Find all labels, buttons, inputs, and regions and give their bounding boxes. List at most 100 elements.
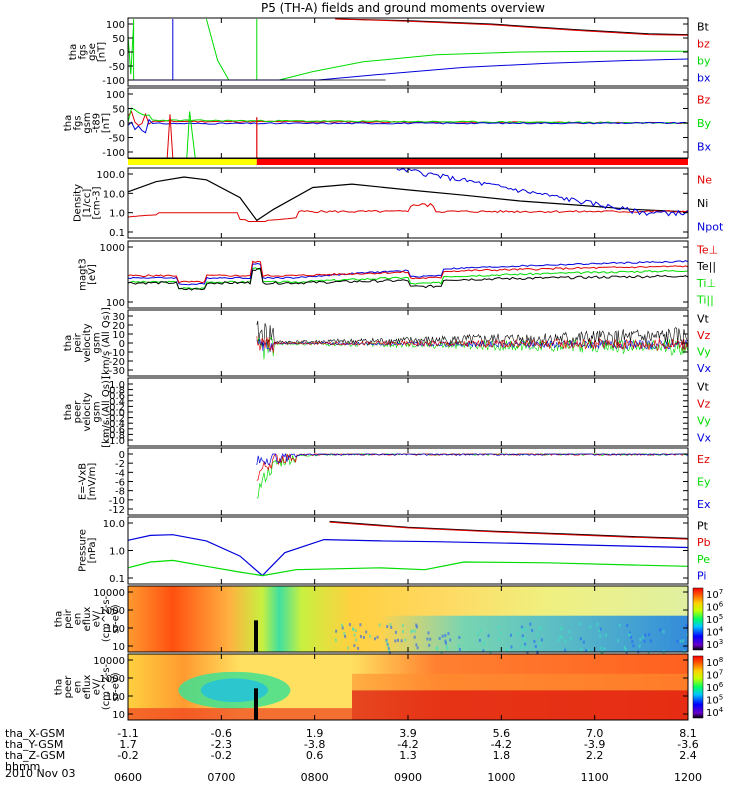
y-axis-label: [nT] (96, 42, 107, 62)
spectrogram-speck (643, 639, 646, 643)
y-tick-label: 100 (106, 298, 125, 309)
spectrogram-speck (353, 644, 356, 648)
spectrogram-speck (559, 635, 562, 639)
y-tick-label: -8 (115, 487, 125, 498)
colorbar-label: 104 (706, 706, 724, 719)
y-tick-label: 50 (112, 34, 125, 45)
y-axis-label: eflux (82, 607, 93, 632)
series-Bx (127, 118, 689, 134)
y-axis-label: peir (73, 332, 84, 352)
spectrogram-speck (521, 634, 524, 638)
series-Ti⊥ (127, 260, 689, 286)
spectrogram-speck (599, 634, 602, 638)
ephemeris-value: -3.8 (304, 738, 325, 751)
legend-Ey: Ey (697, 476, 711, 489)
figure-title: P5 (TH-A) fields and ground moments over… (261, 1, 545, 15)
spectrogram-speck (477, 632, 480, 636)
spectrogram-speck (413, 635, 416, 639)
spectrogram-speck (587, 648, 590, 652)
y-axis-label: peer (73, 400, 84, 424)
spectrogram-speck (600, 651, 603, 655)
spectrogram-speck (446, 647, 449, 651)
y-axis-label: tha (63, 404, 74, 420)
y-tick-label: 0.1 (109, 228, 125, 239)
spectrogram-speck (659, 628, 662, 632)
ephemeris-value: -4.2 (491, 738, 512, 751)
spectrogram-speck (396, 638, 399, 642)
panel-frame-temp (127, 240, 689, 309)
colorbar-label: 103 (706, 638, 723, 651)
spectrogram-speck (589, 625, 592, 629)
spectrogram-speck (401, 630, 404, 634)
ephemeris-value: 5.6 (493, 727, 511, 740)
series-Pe (127, 559, 689, 577)
legend-Vt: Vt (697, 312, 710, 325)
spectrogram-speck (676, 639, 679, 643)
series-Bz (166, 114, 174, 158)
legend-Vy: Vy (697, 345, 711, 358)
ephemeris-row-label: tha_Z-GSM (5, 749, 65, 762)
spectrogram-speck (626, 624, 629, 628)
ephemeris-value: -3.6 (677, 738, 698, 751)
y-axis-label: peer (63, 675, 74, 699)
y-axis-label: (cm^2-s- (101, 595, 112, 642)
y-axis-label: -t89 (92, 113, 103, 133)
spectrogram-speck (497, 625, 500, 629)
y-axis-label: sr-eV) (111, 604, 122, 633)
y-axis-label: gsm (92, 401, 103, 422)
ephemeris-value: 1.3 (399, 749, 417, 762)
spectrogram-band (352, 673, 688, 691)
spectrogram-speck (394, 630, 397, 634)
spectrogram-speck (644, 633, 647, 637)
y-axis-label: fgs (73, 115, 84, 130)
spectrogram-speck (568, 630, 571, 634)
spectrogram-speck (357, 646, 360, 650)
series-by (127, 19, 135, 80)
y-axis-label: en (73, 613, 84, 626)
y-tick-label: 0 (119, 48, 125, 59)
y-tick-label: -1.0 (105, 436, 125, 447)
y-tick-label: 10 (112, 330, 125, 341)
legend-Vx: Vx (697, 432, 712, 445)
spectrogram-speck (531, 628, 534, 632)
y-axis-label: tha (54, 611, 65, 627)
legend-Vt: Vt (697, 381, 710, 394)
y-axis-label: tha (63, 335, 74, 351)
spectrogram-speck (617, 639, 620, 643)
spectrogram-speck (343, 632, 346, 636)
spectrogram-speck (631, 640, 634, 644)
ephemeris-value: -0.2 (211, 749, 232, 762)
series-By (186, 111, 196, 158)
spectrogram-speck (529, 622, 532, 626)
y-axis-label: Pressure (77, 529, 88, 572)
legend-Ez: Ez (697, 453, 710, 466)
legend-Pe: Pe (697, 553, 710, 566)
spectrogram-speck (649, 639, 652, 643)
y-axis-label: [nPa] (87, 537, 98, 563)
spectrogram-speck (482, 649, 485, 653)
series-Ex (256, 452, 688, 465)
spectrogram-speck (560, 636, 563, 640)
spectrogram-speck (505, 647, 508, 651)
ephemeris-value: 0.6 (306, 749, 324, 762)
series-by (279, 50, 688, 81)
spectrogram-speck (599, 627, 602, 631)
y-axis-label: en (73, 681, 84, 694)
spectrogram-speck (604, 633, 607, 637)
ephemeris-value: 1.9 (306, 727, 324, 740)
legend-Ne: Ne (697, 174, 712, 187)
ephemeris-value: 7.0 (586, 727, 604, 740)
spectrogram-speck (444, 634, 447, 638)
ephemeris-value: 1.8 (493, 749, 511, 762)
spectrogram-speck (386, 625, 389, 629)
series-Ez (256, 453, 688, 481)
y-tick-label: -0.6 (105, 425, 125, 436)
spectrogram-low-energy (352, 690, 688, 720)
colorbar-label: 108 (706, 656, 723, 669)
data-gap (254, 688, 258, 720)
y-tick-label: 0 (119, 339, 125, 350)
time-tick-label: 1200 (674, 771, 702, 784)
series-bz (335, 18, 689, 36)
spectrogram-speck (428, 643, 431, 647)
spectrogram-speck (641, 635, 644, 639)
